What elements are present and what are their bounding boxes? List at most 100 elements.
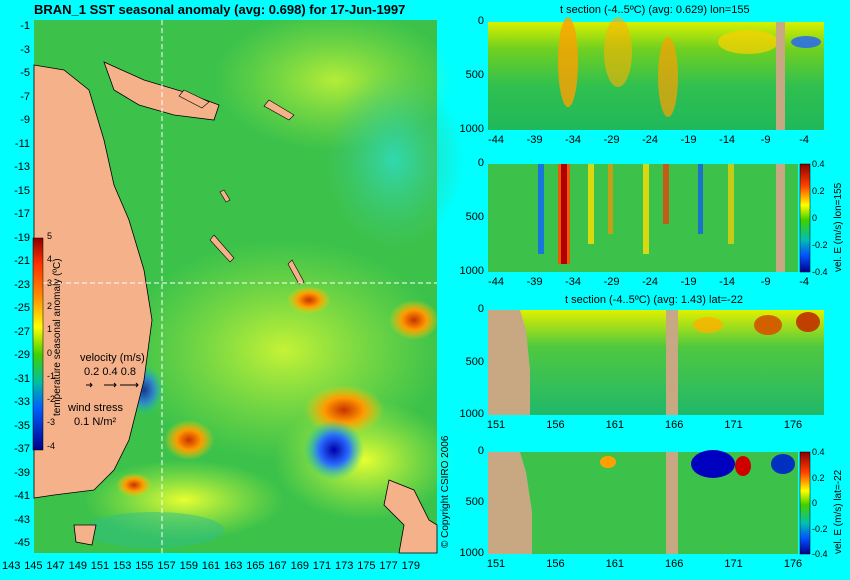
map-x-tick: 155: [135, 560, 154, 572]
panel-x-tick: 151: [486, 558, 506, 570]
panel-colorbar-tick: -0.2: [812, 240, 828, 250]
panel-x-tick: -39: [526, 134, 543, 146]
map-colorbar-tick: -2: [47, 394, 56, 405]
velocity-legend-title: velocity (m/s): [80, 352, 145, 364]
copyright: © Copyright CSIRO 2006: [440, 435, 451, 548]
panel-x-tick: 176: [783, 558, 803, 570]
panel-x-tick: -24: [642, 134, 659, 146]
map-colorbar-tick: 0: [47, 347, 53, 358]
panel-x-tick: 171: [724, 419, 743, 431]
map-x-tick: 167: [268, 560, 287, 572]
panel-x-tick: 156: [546, 558, 565, 570]
map-y-tick: -5: [20, 67, 30, 79]
map-x-tick: 143: [2, 560, 21, 572]
map-colorbar-tick: 3: [47, 277, 53, 288]
panel-x-tick: 156: [546, 419, 565, 431]
map-colorbar-tick: -1: [47, 370, 56, 381]
panel-x-tick: 161: [605, 419, 624, 431]
panel-y-tick: 500: [465, 355, 484, 368]
map-y-tick: -39: [14, 466, 30, 479]
map-x-tick: 171: [312, 560, 332, 572]
map-y-tick: -29: [14, 349, 30, 361]
panel-y-tick: 0: [477, 303, 484, 315]
panel-vel-lon: [488, 164, 798, 272]
panel-t-section-lat: [488, 310, 824, 415]
panel-x-tick: 171: [724, 558, 743, 570]
panel-x-tick: -29: [603, 134, 620, 146]
map-x-tick: 177: [379, 560, 398, 572]
map-x-tick: 153: [113, 560, 132, 572]
t-section-lat-title: t section (-4..5ºC) (avg: 1.43) lat=-22: [565, 294, 743, 306]
panel-x-tick: -19: [680, 276, 697, 288]
panel-x-tick: -34: [565, 134, 581, 146]
panel-y-tick: 1000: [459, 265, 484, 277]
panel-y-tick: 0: [477, 445, 484, 457]
panel-t-section-lon: [488, 17, 824, 130]
map-plot: [33, 10, 464, 554]
map-y-tick: -31: [14, 372, 30, 385]
panel-colorbar-tick: 0: [812, 213, 818, 223]
velocity-legend-arrows: [86, 382, 139, 388]
map-y-tick: -15: [14, 184, 30, 197]
panel-y-tick: 1000: [459, 547, 484, 559]
panel-x-tick: -24: [642, 276, 659, 288]
map-colorbar: [32, 237, 44, 451]
wind-legend-title: wind stress: [68, 402, 124, 414]
map-colorbar-tick: 2: [47, 300, 53, 311]
panel-y-tick: 500: [465, 69, 484, 81]
map-y-tick: -3: [20, 43, 30, 56]
map-y-tick: -45: [14, 537, 30, 549]
panel-x-tick: 176: [783, 419, 803, 431]
map-x-tick: 173: [335, 560, 354, 572]
map-y-tick: -21: [14, 255, 30, 267]
map-y-tick: -41: [14, 490, 30, 502]
map-x-tick: 145: [24, 560, 43, 572]
panel-x-tick: -29: [603, 276, 620, 288]
map-y-tick: -25: [14, 302, 30, 314]
map-y-tick: -23: [14, 278, 30, 291]
map-x-tick: 169: [290, 560, 309, 572]
velocity-legend-values: 0.2 0.4 0.8: [84, 366, 136, 378]
map-x-tick: 179: [401, 560, 420, 572]
vel-lat-colorbar: [799, 451, 811, 555]
map-x-tick: 161: [201, 560, 221, 572]
vel-lat-colorbar-label: vel. E (m/s) lat=-22: [833, 469, 844, 554]
panel-colorbar-tick: 0.4: [812, 447, 825, 457]
panel-x-tick: 166: [665, 419, 684, 431]
panel-x-tick: -44: [488, 134, 504, 146]
panel-y-tick: 1000: [459, 123, 484, 135]
panel-colorbar-tick: 0.4: [812, 159, 825, 169]
map-colorbar-tick: 1: [47, 324, 53, 335]
panel-x-tick: 166: [665, 558, 684, 570]
wind-legend-value: 0.1 N/m²: [74, 416, 117, 428]
map-y-tick: -35: [14, 419, 30, 432]
panel-y-tick: 0: [477, 15, 484, 27]
map-y-tick: -33: [14, 396, 30, 408]
panel-vel-lat: [488, 450, 798, 554]
panel-y-tick: 1000: [459, 408, 484, 420]
map-y-tick: -27: [14, 325, 30, 338]
vel-lon-colorbar: [799, 163, 811, 273]
panel-x-tick: -39: [526, 276, 543, 288]
map-colorbar-tick: -3: [47, 417, 56, 428]
panel-y-tick: 500: [465, 496, 484, 508]
vel-lon-colorbar-label: vel. E (m/s) lon=155: [833, 182, 844, 272]
map-y-tick: -19: [14, 231, 30, 244]
map-colorbar-tick: -4: [47, 440, 56, 451]
map-x-tick: 175: [357, 560, 376, 572]
panel-x-tick: 161: [605, 558, 624, 570]
panel-x-tick: -44: [488, 276, 504, 288]
panel-colorbar-tick: 0.2: [812, 186, 825, 196]
map-y-tick: -17: [14, 208, 30, 220]
panel-colorbar-tick: 0: [812, 498, 818, 508]
panel-x-tick: 151: [486, 419, 506, 431]
map-x-tick: 157: [157, 560, 176, 572]
panel-colorbar-tick: -0.2: [812, 523, 828, 534]
panel-colorbar-tick: 0.2: [812, 472, 825, 483]
map-x-tick: 147: [46, 560, 65, 572]
panel-x-tick: -9: [760, 134, 771, 146]
map-colorbar-label: temperature seasonal anomaly (ºC): [52, 258, 63, 416]
panel-x-tick: -34: [565, 276, 581, 288]
panel-x-tick: -14: [719, 276, 736, 288]
map-x-tick: 163: [224, 560, 243, 572]
